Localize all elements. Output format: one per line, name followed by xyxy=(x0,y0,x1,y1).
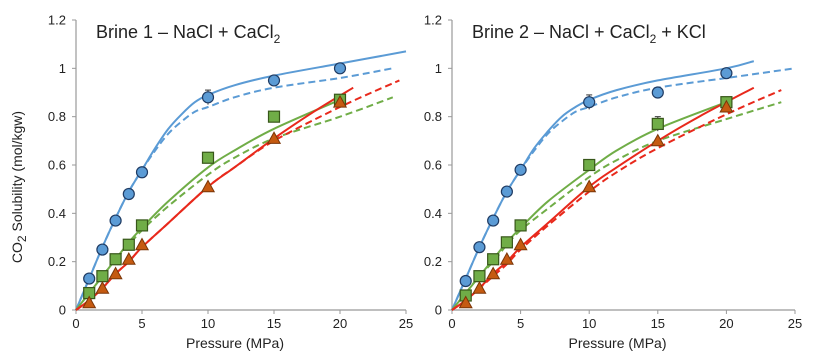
data-point-square xyxy=(514,219,527,232)
x-tick-label: 0 xyxy=(448,316,455,331)
y-tick-label: 0.6 xyxy=(48,158,66,173)
data-point-triangle xyxy=(121,252,136,265)
data-point-circle xyxy=(109,214,122,227)
panel-title: Brine 2 – NaCl + CaCl2 + KCl xyxy=(472,22,706,46)
y-axis-title-subscript: 2 xyxy=(15,235,29,242)
data-point-square xyxy=(473,270,486,283)
data-point-square xyxy=(201,151,215,164)
x-tick-label: 15 xyxy=(651,316,665,331)
data-point-triangle xyxy=(499,252,514,265)
data-point-circle xyxy=(459,274,472,288)
curve-green-dashed xyxy=(451,101,782,311)
x-tick-label: 10 xyxy=(201,316,215,331)
panel-title-main: Brine 1 – NaCl + CaCl xyxy=(96,22,274,42)
y-tick-label: 0.6 xyxy=(424,158,442,173)
y-tick-label: 0.2 xyxy=(424,254,442,269)
data-point-triangle xyxy=(108,266,123,280)
x-tick-label: 25 xyxy=(788,316,802,331)
y-tick-label: 0.2 xyxy=(48,254,66,269)
data-point-circle xyxy=(83,272,96,285)
data-point-triangle xyxy=(582,179,597,193)
x-tick-label: 25 xyxy=(399,316,413,331)
data-point-triangle xyxy=(134,237,150,251)
x-tick-label: 10 xyxy=(582,316,596,331)
data-point-triangle xyxy=(719,99,734,113)
y-tick-label: 1.2 xyxy=(424,13,442,28)
x-tick-label: 0 xyxy=(72,316,79,331)
data-point-triangle xyxy=(200,179,216,193)
data-point-circle xyxy=(267,74,281,87)
data-point-circle xyxy=(96,243,109,256)
data-point-square xyxy=(122,238,135,251)
data-point-triangle xyxy=(513,237,528,251)
data-point-circle xyxy=(720,67,733,80)
data-point-circle xyxy=(500,185,513,198)
panel-title-main: Brine 2 – NaCl + CaCl xyxy=(472,22,650,42)
y-tick-label: 1.2 xyxy=(48,13,66,28)
x-tick-label: 5 xyxy=(517,316,524,331)
y-axis-title: CO2 Solubility (mol/kgw) xyxy=(9,111,29,263)
y-tick-label: 0 xyxy=(435,303,442,318)
data-point-circle xyxy=(122,187,135,201)
data-point-triangle xyxy=(486,266,501,280)
data-point-circle xyxy=(333,62,347,75)
curve-blue-dashed xyxy=(451,67,796,311)
y-tick-label: 1 xyxy=(59,61,66,76)
data-point-circle xyxy=(135,166,149,179)
y-tick-label: 0.8 xyxy=(424,109,442,124)
chart-panel-brine-1: 0 0.2 0.4 0.6 0.8 1 1.2 0 5 10 15 20 25 Pressure (MPa… xyxy=(48,13,413,352)
data-point-triangle xyxy=(95,281,110,294)
data-point-circle xyxy=(514,163,527,176)
x-tick-label: 20 xyxy=(333,316,347,331)
data-point-triangle xyxy=(472,281,487,294)
data-point-square xyxy=(109,253,122,266)
x-tick-label: 15 xyxy=(267,316,281,331)
y-tick-label: 1 xyxy=(435,61,442,76)
data-point-triangle xyxy=(650,133,665,147)
data-point-square xyxy=(651,117,664,131)
data-point-triangle xyxy=(332,94,348,108)
data-point-triangle xyxy=(82,295,97,309)
data-point-circle xyxy=(583,96,596,109)
x-axis-title: Pressure (MPa) xyxy=(186,335,284,351)
data-point-triangle xyxy=(266,131,282,144)
x-tick-label: 5 xyxy=(138,316,145,331)
x-tick-label: 20 xyxy=(719,316,733,331)
x-axis-title: Pressure (MPa) xyxy=(568,335,666,351)
curve-blue-dashed xyxy=(75,67,393,311)
panel-title: Brine 1 – NaCl + CaCl2 xyxy=(96,22,281,46)
data-point-square xyxy=(96,270,109,283)
data-point-circle xyxy=(201,91,215,104)
y-axis-title-prefix: CO xyxy=(9,242,25,263)
data-point-circle xyxy=(473,241,486,254)
data-point-circle xyxy=(651,86,664,99)
chart-panel-brine-2: 0 0.2 0.4 0.6 0.8 1 1.2 0 5 10 15 20 25 Pressure (MPa… xyxy=(424,13,802,352)
data-point-square xyxy=(267,110,281,123)
y-tick-label: 0.4 xyxy=(424,206,442,221)
y-tick-label: 0.4 xyxy=(48,206,66,221)
y-tick-label: 0.8 xyxy=(48,109,66,124)
data-point-triangle xyxy=(458,295,473,309)
panel-title-suffix: + KCl xyxy=(656,22,706,42)
data-point-circle xyxy=(487,214,500,227)
data-point-square xyxy=(487,253,500,266)
data-point-square xyxy=(135,219,149,232)
panel-title-subscript: 2 xyxy=(274,32,281,46)
curve-green-dashed xyxy=(75,96,394,311)
panel-title-subscript: 2 xyxy=(650,32,657,46)
curve-blue-solid xyxy=(75,50,407,311)
data-point-square xyxy=(583,158,596,172)
data-point-square xyxy=(500,236,513,249)
y-axis-title-suffix: Solubility (mol/kgw) xyxy=(9,111,25,235)
y-tick-label: 0 xyxy=(59,303,66,318)
